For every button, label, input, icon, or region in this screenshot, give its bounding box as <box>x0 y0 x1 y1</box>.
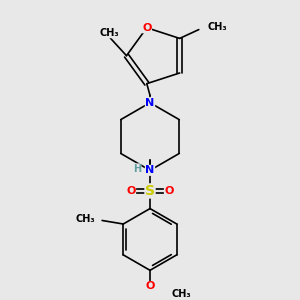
Text: O: O <box>164 186 174 196</box>
Text: CH₃: CH₃ <box>99 28 119 38</box>
Text: N: N <box>146 98 154 108</box>
Text: CH₃: CH₃ <box>207 22 226 32</box>
Text: N: N <box>146 165 154 175</box>
Text: O: O <box>145 281 155 292</box>
Text: CH₃: CH₃ <box>172 289 191 299</box>
Text: S: S <box>145 184 155 198</box>
Text: CH₃: CH₃ <box>75 214 95 224</box>
Text: O: O <box>126 186 136 196</box>
Text: H: H <box>133 164 141 174</box>
Text: O: O <box>142 23 152 33</box>
